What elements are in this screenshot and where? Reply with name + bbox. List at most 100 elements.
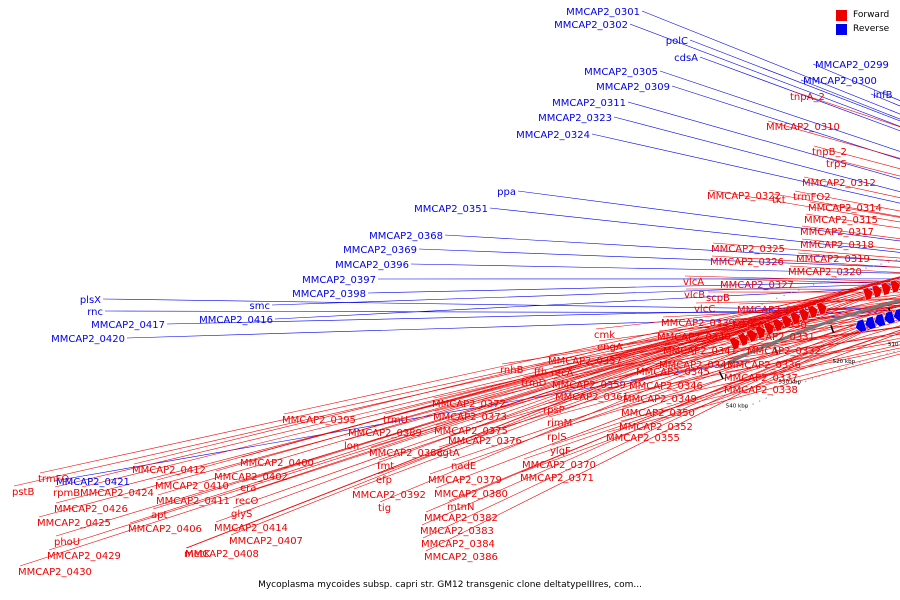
forward-feature [798,308,810,322]
leader-line [521,332,900,473]
feature-shape [883,310,896,325]
leader-line [166,307,897,325]
gene-label: polC [666,36,688,47]
leader-line [379,283,900,503]
gene-label: infB [873,90,893,101]
gene-label: scpB [706,293,730,304]
outer-dot [754,306,756,308]
gene-label: MMCAP2_0406 [128,524,202,535]
gene-label: MMCAP2_0398 [292,289,366,300]
gene-label: MMCAP2_0339 [661,318,735,329]
leader-line [708,189,900,223]
leader-line [55,324,757,537]
gene-label: tig [378,503,391,514]
gc-dot [818,375,820,378]
gene-label: MMCAP2_0315 [804,215,878,226]
gene-label: MMCAP2_0425 [37,518,111,529]
feature-shape [746,329,758,343]
feature-shape [874,313,886,327]
leader-line [734,309,900,320]
leader-line [129,290,850,524]
gene-label: recO [235,496,259,507]
leader-line [517,190,900,242]
outer-dot [739,312,742,314]
reverse-feature [864,315,877,330]
gene-label: cdsA [674,53,698,64]
reverse-feature [883,310,896,325]
gene-label: MMCAP2_0407 [229,536,303,547]
leader-line [157,282,876,496]
forward-feature [772,318,784,332]
outer-dot [827,279,830,281]
gene-label: MMCAP2_0317 [800,227,874,238]
leader-line [156,278,894,481]
gene-label: metK [184,549,211,560]
gene-label: MMCAP2_0384 [421,539,495,550]
genome-tracks [704,259,900,411]
outer-dot [812,284,815,286]
leader-line [552,305,900,368]
gene-label: MMCAP2_0369 [343,245,417,256]
outer-dot [872,265,875,267]
gene-label: tnpB_2 [812,147,847,158]
leader-line [435,302,900,426]
reverse-feature [893,308,900,322]
gene-label: tnpA_2 [790,92,825,103]
gene-label: MMCAP2_0426 [54,504,128,515]
outer-dot [850,271,852,274]
outer-dot [776,297,778,300]
gene-label: MMCAP2_0414 [214,523,288,534]
outer-dot [761,303,763,305]
gene-label: MMCAP2_0331 [741,332,815,343]
feature-shape [754,325,766,340]
gc-dot [752,403,754,405]
leader-line [641,10,900,115]
outer-dot [746,309,749,311]
gene-label: MMCAP2_0309 [596,82,670,93]
leader-line [613,116,900,192]
leader-line [102,298,887,311]
leader-line [53,360,748,482]
gc-dot [893,351,895,353]
gene-label: MMCAP2_0300 [803,76,877,87]
gene-label: MMCAP2_0396 [335,260,409,271]
leader-line [627,101,900,180]
leader-line [410,263,900,274]
leader-line [629,23,900,127]
gene-label: MMCAP2_0327 [720,280,794,291]
gene-label: cgtA [437,448,460,459]
gene-label: ffh [534,367,547,378]
gc-dot [771,394,774,396]
gene-label: MMCAP2_0397 [302,275,376,286]
gene-label: MMCAP2_0420 [51,334,125,345]
leader-line [444,234,900,262]
leader-line [448,313,900,502]
forward-feature [789,311,801,326]
leader-line [684,275,900,282]
gene-label: MMCAP2_0375 [434,426,508,437]
gene-label: plsX [80,295,101,306]
gene-label: MMCAP2_0329 [737,305,811,316]
gene-label: MMCAP2_0350 [621,408,695,419]
gene-label: ppa [497,187,516,198]
scale-tick [830,325,835,334]
leader-line [721,278,900,284]
leader-line [699,56,900,132]
gene-label: glyS [231,509,252,520]
scale-tick [718,371,724,380]
gene-label: vlcC [694,304,715,315]
gene-label: MMCAP2_0314 [808,203,882,214]
feature-shape [889,279,900,294]
gene-label: MMCAP2_0410 [155,481,229,492]
gene-label: MMCAP2_0343 [659,360,733,371]
gene-label: MMCAP2_0416 [199,315,273,326]
gene-label: MMCAP2_0400 [240,458,314,469]
gc-dot [872,357,875,359]
gene-label: MMCAP2_0371 [520,473,594,484]
reverse-swatch [836,23,847,35]
leader-line [551,329,900,446]
outer-dot [704,328,706,331]
gene-label: MMCAP2_0359 [552,380,626,391]
feature-shape [807,305,819,319]
